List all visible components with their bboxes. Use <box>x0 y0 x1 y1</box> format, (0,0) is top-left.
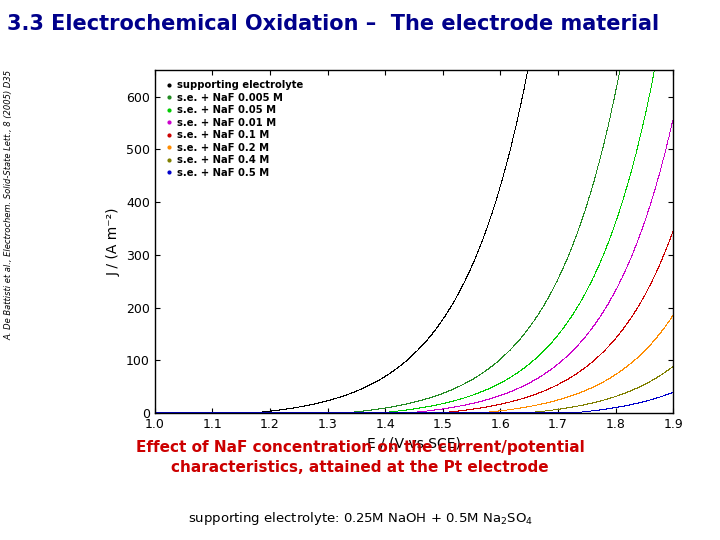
s.e. + NaF 0.01 M <box>349 410 358 416</box>
s.e. + NaF 0.4 M <box>603 396 611 403</box>
s.e. + NaF 0.2 M <box>372 410 380 416</box>
s.e. + NaF 0.2 M <box>349 410 358 416</box>
s.e. + NaF 0.4 M <box>669 363 678 370</box>
supporting electrolyte <box>210 410 218 416</box>
s.e. + NaF 0.1 M <box>349 410 358 416</box>
s.e. + NaF 0.2 M <box>669 312 678 318</box>
s.e. + NaF 0.5 M <box>240 410 249 416</box>
Text: A. De Battisti et al., Electrochem. Solid-State Lett., 8 (2005) D35: A. De Battisti et al., Electrochem. Soli… <box>4 70 13 340</box>
supporting electrolyte <box>150 410 159 416</box>
s.e. + NaF 0.5 M <box>659 393 667 400</box>
supporting electrolyte <box>659 62 667 68</box>
s.e. + NaF 0.4 M <box>240 410 249 416</box>
s.e. + NaF 0.5 M <box>669 389 678 396</box>
s.e. + NaF 0.05 M <box>150 410 159 416</box>
s.e. + NaF 0.4 M <box>659 370 667 377</box>
s.e. + NaF 0.005 M <box>150 410 159 416</box>
s.e. + NaF 0.2 M <box>150 410 159 416</box>
s.e. + NaF 0.1 M <box>659 253 667 260</box>
s.e. + NaF 0.01 M <box>669 113 678 120</box>
s.e. + NaF 0.05 M <box>659 62 667 68</box>
Line: s.e. + NaF 0.01 M: s.e. + NaF 0.01 M <box>154 116 674 414</box>
s.e. + NaF 0.1 M <box>240 410 249 416</box>
s.e. + NaF 0.05 M <box>349 410 358 416</box>
s.e. + NaF 0.005 M <box>603 125 611 132</box>
supporting electrolyte <box>240 410 249 416</box>
s.e. + NaF 0.05 M <box>372 410 380 416</box>
s.e. + NaF 0.005 M <box>210 410 218 416</box>
Line: s.e. + NaF 0.005 M: s.e. + NaF 0.005 M <box>154 64 674 414</box>
s.e. + NaF 0.5 M <box>150 410 159 416</box>
s.e. + NaF 0.005 M <box>669 62 678 68</box>
s.e. + NaF 0.005 M <box>349 409 358 416</box>
supporting electrolyte <box>349 389 358 396</box>
Line: s.e. + NaF 0.5 M: s.e. + NaF 0.5 M <box>154 392 674 414</box>
s.e. + NaF 0.005 M <box>240 410 249 416</box>
s.e. + NaF 0.01 M <box>210 410 218 416</box>
s.e. + NaF 0.4 M <box>210 410 218 416</box>
s.e. + NaF 0.01 M <box>603 302 611 308</box>
s.e. + NaF 0.005 M <box>616 62 625 68</box>
s.e. + NaF 0.01 M <box>240 410 249 416</box>
s.e. + NaF 0.2 M <box>603 377 611 383</box>
Y-axis label: J / (A m⁻²): J / (A m⁻²) <box>107 207 120 276</box>
s.e. + NaF 0.5 M <box>349 410 358 416</box>
s.e. + NaF 0.5 M <box>210 410 218 416</box>
Text: Effect of NaF concentration on the current/potential
characteristics, attained a: Effect of NaF concentration on the curre… <box>135 440 585 475</box>
X-axis label: E / (V vs SCE): E / (V vs SCE) <box>367 436 461 450</box>
s.e. + NaF 0.005 M <box>659 62 667 68</box>
s.e. + NaF 0.01 M <box>150 410 159 416</box>
s.e. + NaF 0.2 M <box>240 410 249 416</box>
s.e. + NaF 0.4 M <box>349 410 358 416</box>
s.e. + NaF 0.1 M <box>603 345 611 351</box>
supporting electrolyte <box>669 62 678 68</box>
Line: supporting electrolyte: supporting electrolyte <box>154 64 674 414</box>
supporting electrolyte <box>372 379 380 385</box>
s.e. + NaF 0.01 M <box>372 410 380 416</box>
Line: s.e. + NaF 0.05 M: s.e. + NaF 0.05 M <box>154 64 674 414</box>
s.e. + NaF 0.01 M <box>659 156 667 162</box>
Line: s.e. + NaF 0.2 M: s.e. + NaF 0.2 M <box>154 314 674 414</box>
Line: s.e. + NaF 0.1 M: s.e. + NaF 0.1 M <box>154 229 674 414</box>
supporting electrolyte <box>524 62 533 68</box>
s.e. + NaF 0.2 M <box>210 410 218 416</box>
s.e. + NaF 0.5 M <box>603 406 611 413</box>
s.e. + NaF 0.05 M <box>210 410 218 416</box>
supporting electrolyte <box>603 62 612 68</box>
Line: s.e. + NaF 0.4 M: s.e. + NaF 0.4 M <box>154 366 674 414</box>
Text: supporting electrolyte: 0.25M NaOH + 0.5M Na$_2$SO$_4$: supporting electrolyte: 0.25M NaOH + 0.5… <box>187 510 533 527</box>
s.e. + NaF 0.05 M <box>240 410 249 416</box>
Text: 3.3 Electrochemical Oxidation –  The electrode material: 3.3 Electrochemical Oxidation – The elec… <box>7 14 660 33</box>
s.e. + NaF 0.1 M <box>372 410 380 416</box>
s.e. + NaF 0.1 M <box>669 226 678 233</box>
s.e. + NaF 0.05 M <box>651 62 660 68</box>
s.e. + NaF 0.4 M <box>150 410 159 416</box>
s.e. + NaF 0.005 M <box>372 407 380 413</box>
s.e. + NaF 0.1 M <box>210 410 218 416</box>
s.e. + NaF 0.2 M <box>659 326 667 333</box>
s.e. + NaF 0.1 M <box>150 410 159 416</box>
s.e. + NaF 0.05 M <box>603 241 611 248</box>
s.e. + NaF 0.4 M <box>372 410 380 416</box>
s.e. + NaF 0.5 M <box>372 410 380 416</box>
s.e. + NaF 0.05 M <box>669 62 678 68</box>
Legend: supporting electrolyte, s.e. + NaF 0.005 M, s.e. + NaF 0.05 M, s.e. + NaF 0.01 M: supporting electrolyte, s.e. + NaF 0.005… <box>160 75 308 183</box>
